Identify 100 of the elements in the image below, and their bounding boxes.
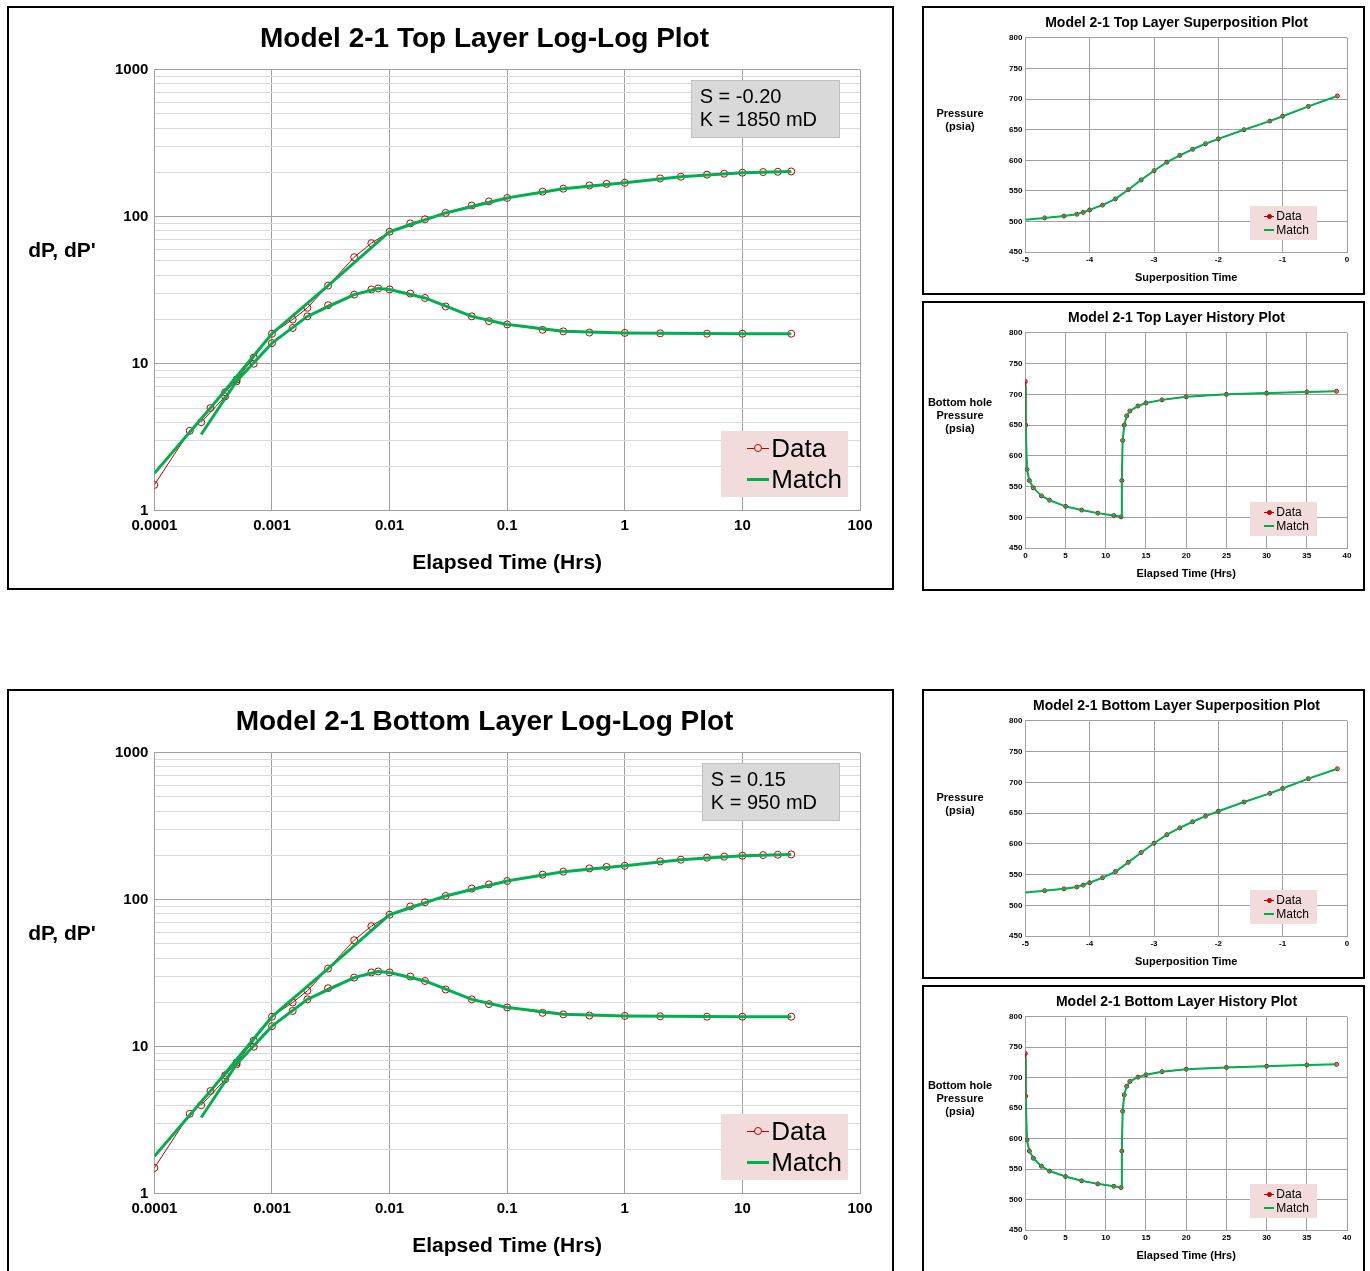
legend-label: Match [1276, 907, 1309, 922]
x-tick-label: 100 [847, 1198, 873, 1216]
y-tick-label: 1 [140, 1183, 149, 1201]
y-tick-label: 550 [1008, 869, 1023, 879]
x-tick-label: 0.001 [253, 1198, 291, 1216]
y-tick-label: 650 [1008, 808, 1023, 818]
x-tick-label: -4 [1086, 255, 1094, 265]
x-axis-title: Superposition Time [1134, 271, 1238, 284]
y-tick-label: 750 [1008, 358, 1023, 368]
legend-label: Data [1276, 1187, 1302, 1202]
y-tick-label: 450 [1008, 931, 1023, 941]
legend-label: Match [1276, 519, 1309, 534]
legend-label: Match [771, 1146, 842, 1178]
x-axis-title: Superposition Time [1134, 955, 1238, 968]
y-tick-label: 500 [1008, 1194, 1023, 1204]
y-axis-title: dP, dP' [27, 237, 97, 263]
x-tick-label: -4 [1086, 939, 1094, 949]
y-tick-label: 750 [1008, 746, 1023, 756]
chart-title: Model 2-1 Top Layer Superposition Plot [1045, 14, 1309, 31]
y-axis-title: Bottom hole Pressure (psia) [926, 395, 994, 436]
x-tick-label: 1 [620, 515, 629, 533]
y-tick-label: 600 [1008, 1133, 1023, 1143]
x-tick-label: 0.0001 [131, 1198, 178, 1216]
y-tick-label: 650 [1008, 1103, 1023, 1113]
x-axis-title: Elapsed Time (Hrs) [412, 1233, 603, 1257]
x-tick-label: 15 [1141, 1233, 1151, 1243]
x-tick-label: 40 [1342, 1233, 1352, 1243]
x-tick-label: 20 [1181, 1233, 1192, 1243]
y-axis-title: Pressure (psia) [935, 106, 985, 134]
x-tick-label: 10 [1101, 1233, 1111, 1243]
legend-label: Data [1276, 505, 1302, 520]
chart-title: Model 2-1 Bottom Layer Log-Log Plot [235, 704, 734, 736]
legend-label: Match [1276, 223, 1309, 238]
x-tick-label: 15 [1141, 551, 1151, 561]
x-tick-label: 40 [1342, 551, 1352, 561]
legend-label: Match [771, 463, 842, 495]
x-tick-label: -3 [1150, 939, 1159, 949]
y-tick-label: 550 [1008, 1164, 1023, 1174]
x-tick-label: -5 [1021, 255, 1030, 265]
x-tick-label: 0.001 [253, 515, 291, 533]
x-tick-label: -1 [1279, 939, 1287, 949]
y-tick-label: 750 [1008, 1042, 1023, 1052]
x-tick-label: -2 [1214, 939, 1223, 949]
annotation: S = -0.20 [699, 84, 783, 108]
y-tick-label: 650 [1008, 124, 1023, 134]
legend-label: Data [1276, 893, 1302, 908]
x-tick-label: 0.1 [496, 515, 518, 533]
x-tick-label: 0.0001 [131, 515, 178, 533]
y-axis-title: Bottom hole Pressure (psia) [926, 1078, 994, 1119]
x-tick-label: 10 [734, 1198, 751, 1216]
y-tick-label: 10 [131, 1036, 149, 1054]
y-tick-label: 550 [1008, 481, 1023, 491]
y-tick-label: 10 [131, 353, 149, 371]
legend-label: Match [1276, 1201, 1309, 1216]
legend-label: Data [771, 432, 827, 464]
chart-title: Model 2-1 Bottom Layer Superposition Plot [1032, 697, 1321, 714]
y-tick-label: 450 [1008, 543, 1023, 553]
x-tick-label: -3 [1150, 255, 1159, 265]
y-tick-label: 500 [1008, 512, 1023, 522]
x-tick-label: 20 [1181, 551, 1192, 561]
x-tick-label: 30 [1262, 1233, 1272, 1243]
y-tick-label: 600 [1008, 839, 1023, 849]
x-tick-label: -5 [1021, 939, 1030, 949]
y-tick-label: 800 [1008, 33, 1023, 42]
x-tick-label: 5 [1063, 1233, 1069, 1243]
annotation: K = 950 mD [710, 790, 817, 814]
y-tick-label: 700 [1008, 777, 1023, 787]
y-tick-label: 650 [1008, 420, 1023, 430]
chart-title: Model 2-1 Top Layer History Plot [1068, 309, 1286, 326]
annotation: S = 0.15 [710, 767, 787, 791]
y-tick-label: 800 [1008, 328, 1023, 337]
y-tick-label: 600 [1008, 155, 1023, 165]
annotation: K = 1850 mD [699, 107, 817, 131]
chart-title: Model 2-1 Top Layer Log-Log Plot [259, 21, 710, 53]
x-tick-label: 0 [1023, 1233, 1029, 1243]
x-tick-label: 0 [1023, 551, 1029, 561]
x-tick-label: 0.01 [374, 1198, 405, 1216]
y-axis-title: Pressure (psia) [935, 790, 985, 817]
y-tick-label: 1000 [114, 742, 149, 760]
x-tick-label: 10 [734, 515, 751, 533]
y-tick-label: 800 [1008, 716, 1023, 725]
y-tick-label: 1 [140, 500, 149, 518]
x-axis-title: Elapsed Time (Hrs) [412, 550, 603, 574]
y-tick-label: 700 [1008, 1072, 1023, 1082]
y-tick-label: 450 [1008, 247, 1023, 257]
x-tick-label: 10 [1101, 551, 1111, 561]
y-tick-label: 750 [1008, 63, 1023, 73]
x-tick-label: 35 [1302, 1233, 1312, 1243]
x-tick-label: 0 [1344, 939, 1350, 949]
y-tick-label: 600 [1008, 451, 1023, 461]
x-tick-label: 0 [1344, 255, 1350, 265]
x-tick-label: 25 [1221, 1233, 1232, 1243]
x-tick-label: 100 [847, 515, 873, 533]
x-tick-label: -2 [1214, 255, 1223, 265]
y-tick-label: 100 [123, 889, 149, 907]
y-tick-label: 450 [1008, 1225, 1023, 1235]
y-tick-label: 800 [1008, 1012, 1023, 1021]
x-tick-label: 35 [1302, 551, 1312, 561]
y-tick-label: 100 [123, 206, 149, 224]
x-tick-label: 1 [620, 1198, 629, 1216]
